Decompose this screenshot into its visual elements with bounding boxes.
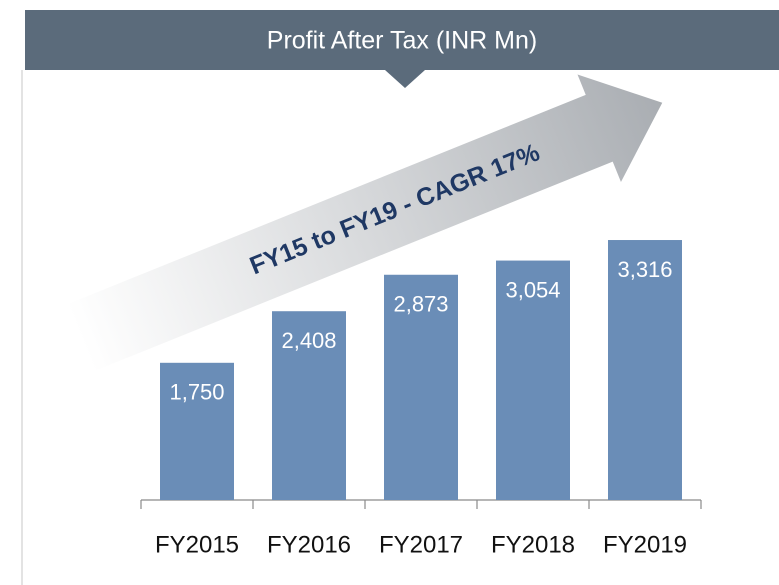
value-label: 3,316 — [617, 257, 672, 282]
chart-title: Profit After Tax (INR Mn) — [267, 27, 537, 55]
value-label: 2,873 — [393, 292, 448, 317]
value-label: 2,408 — [281, 328, 336, 353]
value-label: 3,054 — [505, 277, 560, 302]
banner-pointer — [385, 70, 425, 88]
plot-area: 1,750 FY2015 2,408 FY2016 2,873 FY2017 3,054 FY… — [140, 240, 702, 558]
x-tick-label: FY2019 — [603, 531, 687, 558]
x-tick-label: FY2015 — [155, 531, 239, 558]
bar — [272, 311, 346, 500]
bar — [496, 260, 570, 500]
arrow-shape — [66, 74, 663, 372]
bar — [384, 274, 458, 500]
x-tick-label: FY2018 — [491, 531, 575, 558]
x-tick-label: FY2017 — [379, 531, 463, 558]
bar — [160, 362, 234, 500]
value-label: 1,750 — [169, 380, 224, 405]
title-banner — [25, 10, 779, 70]
x-tick-label: FY2016 — [267, 531, 351, 558]
bar — [608, 240, 682, 500]
